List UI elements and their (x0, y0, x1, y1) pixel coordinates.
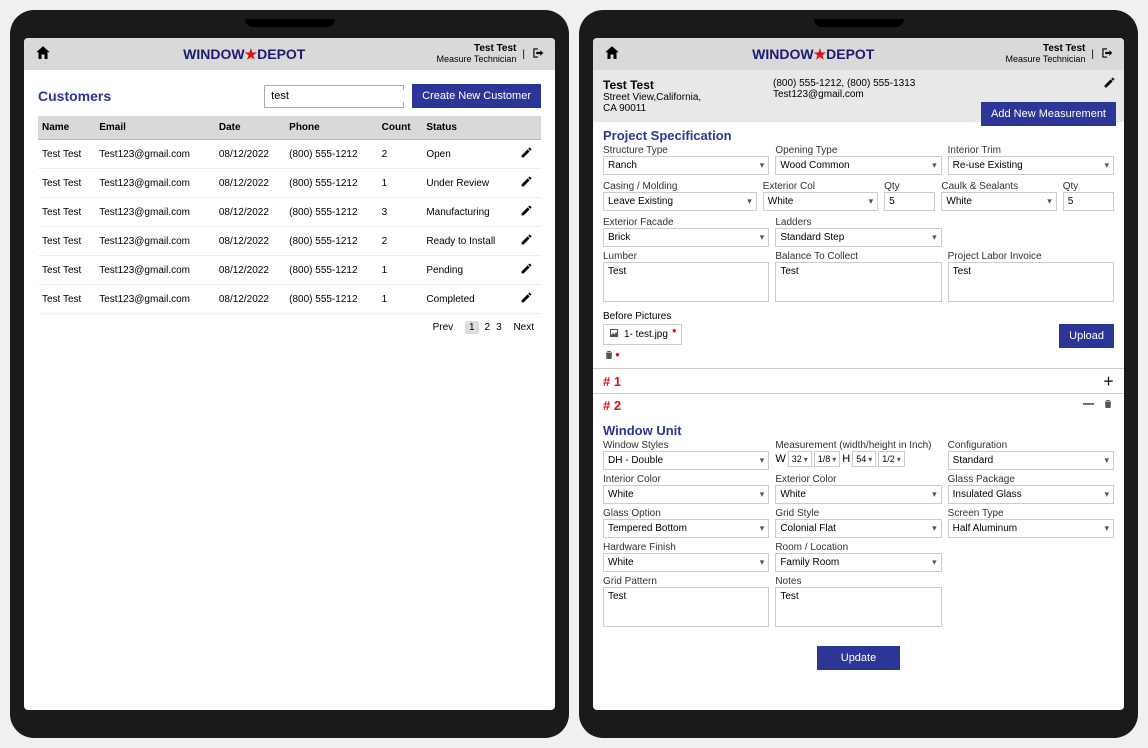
table-row[interactable]: Test TestTest123@gmail.com08/12/2022(800… (38, 227, 541, 256)
structure-type-select[interactable]: Ranch (603, 156, 769, 175)
ladders-select[interactable]: Standard Step (775, 228, 941, 247)
grid-style-select[interactable]: Colonial Flat (775, 519, 941, 538)
invoice-input[interactable] (948, 262, 1114, 302)
edit-icon[interactable] (520, 296, 533, 307)
tablet-right: WINDOW★DEPOT Test Test Measure Technicia… (579, 10, 1138, 738)
pager-page[interactable]: 2 (485, 322, 491, 333)
image-icon (608, 327, 620, 342)
home-icon[interactable] (603, 44, 621, 65)
column-header: Phone (285, 116, 378, 140)
caulk-select[interactable]: White (941, 192, 1056, 211)
casing-select[interactable]: Leave Existing (603, 192, 757, 211)
glass-package-select[interactable]: Insulated Glass (948, 485, 1114, 504)
lumber-input[interactable] (603, 262, 769, 302)
divider: | (522, 49, 525, 60)
create-customer-button[interactable]: Create New Customer (412, 84, 541, 108)
add-measurement-button[interactable]: Add New Measurement (981, 102, 1116, 126)
measurement-inputs[interactable]: W321/8 H541/2 (775, 451, 941, 467)
pager-prev[interactable]: Prev (433, 322, 454, 333)
line-1-header[interactable]: # 1 ＋ (593, 368, 1124, 393)
column-header: Name (38, 116, 95, 140)
trash-icon[interactable] (603, 349, 615, 364)
topbar: WINDOW★DEPOT Test Test Measure Technicia… (24, 38, 555, 70)
customer-phones: (800) 555-1212, (800) 555-1313 (773, 78, 915, 89)
balance-input[interactable] (775, 262, 941, 302)
edit-icon[interactable] (520, 267, 533, 278)
user-block: Test Test Measure Technician | (1005, 43, 1114, 65)
user-role: Measure Technician (436, 54, 516, 64)
facade-select[interactable]: Brick (603, 228, 769, 247)
opening-type-select[interactable]: Wood Common (775, 156, 941, 175)
glass-option-select[interactable]: Tempered Bottom (603, 519, 769, 538)
search-box[interactable] (264, 85, 404, 108)
qty2-input[interactable]: 5 (1063, 192, 1114, 211)
plus-icon[interactable]: ＋ (1103, 373, 1114, 389)
window-style-select[interactable]: DH - Double (603, 451, 769, 470)
upload-button[interactable]: Upload (1059, 324, 1114, 348)
home-icon[interactable] (34, 44, 52, 65)
before-pictures-label: Before Pictures (593, 311, 1124, 324)
config-select[interactable]: Standard (948, 451, 1114, 470)
exterior-color-select[interactable]: White (775, 485, 941, 504)
logo: WINDOW★DEPOT (183, 46, 305, 63)
table-row[interactable]: Test TestTest123@gmail.com08/12/2022(800… (38, 169, 541, 198)
room-select[interactable]: Family Room (775, 553, 941, 572)
customer-email: Test123@gmail.com (773, 89, 915, 100)
table-row[interactable]: Test TestTest123@gmail.com08/12/2022(800… (38, 256, 541, 285)
logout-icon[interactable] (1100, 46, 1114, 63)
qty1-input[interactable]: 5 (884, 192, 935, 211)
table-row[interactable]: Test TestTest123@gmail.com08/12/2022(800… (38, 285, 541, 314)
screen-left: WINDOW★DEPOT Test Test Measure Technicia… (24, 38, 555, 710)
interior-color-select[interactable]: White (603, 485, 769, 504)
ext-color-select[interactable]: White (763, 192, 878, 211)
edit-icon[interactable] (520, 151, 533, 162)
interior-trim-select[interactable]: Re-use Existing (948, 156, 1114, 175)
tablet-left: WINDOW★DEPOT Test Test Measure Technicia… (10, 10, 569, 738)
search-input[interactable] (271, 90, 413, 102)
line-2-header[interactable]: # 2 — (593, 393, 1124, 417)
column-header: Status (422, 116, 515, 140)
topbar: WINDOW★DEPOT Test Test Measure Technicia… (593, 38, 1124, 70)
customer-header: Test Test Street View,California, CA 900… (593, 70, 1124, 122)
picture-item[interactable]: 1- test.jpg● (603, 324, 682, 345)
column-header: Email (95, 116, 215, 140)
logo: WINDOW★DEPOT (752, 46, 874, 63)
page-title: Customers (38, 88, 111, 104)
edit-icon[interactable] (520, 209, 533, 220)
pager-page[interactable]: 3 (496, 322, 502, 333)
unit-title: Window Unit (593, 417, 1124, 440)
table-row[interactable]: Test TestTest123@gmail.com08/12/2022(800… (38, 140, 541, 169)
minus-icon[interactable]: — (1083, 398, 1094, 413)
user-name: Test Test (474, 43, 516, 54)
screen-right: WINDOW★DEPOT Test Test Measure Technicia… (593, 38, 1124, 710)
notes-input[interactable] (775, 587, 941, 627)
table-row[interactable]: Test TestTest123@gmail.com08/12/2022(800… (38, 198, 541, 227)
edit-icon[interactable] (520, 238, 533, 249)
grid-pattern-input[interactable] (603, 587, 769, 627)
logout-icon[interactable] (531, 46, 545, 63)
update-button[interactable]: Update (817, 646, 900, 670)
pager-next[interactable]: Next (513, 322, 534, 333)
edit-icon[interactable] (520, 180, 533, 191)
hardware-select[interactable]: White (603, 553, 769, 572)
screen-type-select[interactable]: Half Aluminum (948, 519, 1114, 538)
pager-page[interactable]: 1 (465, 321, 479, 334)
customers-table: NameEmailDatePhoneCountStatus Test TestT… (38, 116, 541, 314)
column-header: Date (215, 116, 285, 140)
pager: Prev 123 Next (38, 314, 541, 341)
user-block: Test Test Measure Technician | (436, 43, 545, 65)
edit-customer-icon[interactable] (1103, 76, 1116, 92)
trash-icon[interactable] (1102, 398, 1114, 413)
column-header (516, 116, 541, 140)
column-header: Count (378, 116, 423, 140)
